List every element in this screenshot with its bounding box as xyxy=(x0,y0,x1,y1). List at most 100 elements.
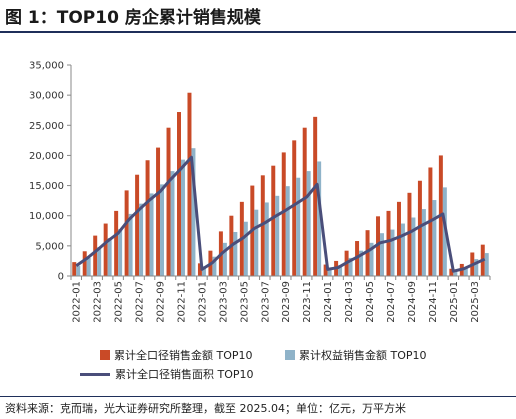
bar-full-amount xyxy=(82,251,87,276)
bar-equity-amount xyxy=(421,209,426,276)
x-tick-label: 2023-09 xyxy=(281,281,292,323)
x-tick-label: 2023-05 xyxy=(239,281,250,323)
bar-full-amount xyxy=(145,160,150,276)
legend-item-area-line: 累计全口径销售面积 TOP10 xyxy=(80,366,254,382)
x-tick-label: 2022-03 xyxy=(93,281,104,323)
x-tick-label: 2022-01 xyxy=(72,281,83,323)
bar-equity-amount xyxy=(348,257,353,276)
bar-equity-amount xyxy=(139,203,144,276)
x-tick-label: 2023-07 xyxy=(260,281,271,323)
x-tick-label: 2023-03 xyxy=(218,281,229,323)
x-tick-label: 2024-03 xyxy=(344,281,355,323)
bar-equity-amount xyxy=(484,253,489,276)
y-tick-label: 15,000 xyxy=(29,181,64,192)
bar-full-amount xyxy=(72,262,77,276)
bar-full-amount xyxy=(114,210,119,276)
y-tick-label: 20,000 xyxy=(29,151,64,162)
bar-equity-amount xyxy=(254,209,259,276)
area-line xyxy=(75,155,486,273)
bar-equity-amount xyxy=(432,200,437,276)
x-tick-label: 2024-11 xyxy=(428,281,439,323)
bar-equity-amount xyxy=(160,184,165,276)
x-tick-label: 2024-01 xyxy=(323,281,334,323)
y-tick-label: 0 xyxy=(58,272,64,283)
bar-full-amount xyxy=(396,201,401,276)
y-tick-label: 5,000 xyxy=(35,241,64,252)
bar-full-amount xyxy=(281,152,286,276)
bar-full-amount xyxy=(386,210,391,276)
bar-full-amount xyxy=(313,116,318,276)
x-tick-label: 2022-09 xyxy=(156,281,167,323)
bar-equity-amount xyxy=(400,223,405,276)
bar-equity-amount xyxy=(338,265,343,276)
source-note: 资料来源：克而瑞，光大证券研究所整理，截至 2025.04；单位：亿元，万平方米 xyxy=(5,402,406,415)
bar-equity-amount xyxy=(97,247,102,276)
bar-full-amount xyxy=(187,92,192,276)
page-title: 图 1：TOP10 房企累计销售规模 xyxy=(5,8,261,28)
x-tick-label: 2022-11 xyxy=(176,281,187,323)
bar-equity-amount xyxy=(212,256,217,276)
bar-full-amount xyxy=(177,112,181,277)
bar-equity-amount xyxy=(390,229,395,276)
title-bar: 图 1：TOP10 房企累计销售规模 xyxy=(0,0,516,30)
bar-equity-amount xyxy=(243,221,248,276)
bar-equity-amount xyxy=(170,171,175,276)
x-tick-label: 2025-03 xyxy=(470,281,481,323)
y-tick-label: 35,000 xyxy=(29,61,64,72)
bar-equity-amount xyxy=(463,267,468,276)
legend-swatch-full-amount xyxy=(100,350,110,360)
legend-swatch-area-line xyxy=(80,372,110,376)
x-tick-label: 2022-05 xyxy=(114,281,125,323)
bar-equity-amount xyxy=(191,148,196,276)
legend-label-full-amount: 累计全口径销售金额 TOP10 xyxy=(114,349,253,362)
x-tick-label: 2023-11 xyxy=(302,281,313,323)
bar-equity-amount xyxy=(107,238,112,276)
bar-full-amount xyxy=(365,230,370,276)
x-axis: 2022-01 2022-03 2022-05 2022-07 2022-09 2022-… xyxy=(70,275,491,323)
bar-equity-amount xyxy=(222,242,227,276)
x-tick-label: 2023-01 xyxy=(197,281,208,323)
legend-swatch-equity-amount xyxy=(285,350,295,360)
bar-full-amount xyxy=(93,235,98,276)
x-tick-label: 2022-07 xyxy=(135,281,146,323)
bar-full-amount xyxy=(292,140,297,276)
x-tick-label: 2024-09 xyxy=(407,281,418,323)
y-tick-label: 10,000 xyxy=(29,211,64,222)
bar-equity-amount xyxy=(380,233,384,276)
legend-item-equity-amount: 累计权益销售金额 TOP10 xyxy=(285,347,427,363)
bar-equity-amount xyxy=(180,159,185,276)
bar-full-amount xyxy=(156,147,161,276)
legend-label-area-line: 累计全口径销售面积 TOP10 xyxy=(115,368,254,381)
chart: 0 5,000 10,000 15,000 20,000 25,000 30,000 35,0… xyxy=(29,61,491,323)
y-axis: 0 5,000 10,000 15,000 20,000 25,000 30,000 35,0… xyxy=(29,61,72,283)
bar-equity-amount xyxy=(128,213,133,276)
y-tick-label: 30,000 xyxy=(29,91,64,102)
bar-equity-amount xyxy=(285,186,290,276)
bar-full-amount xyxy=(417,180,422,276)
bar-equity-amount xyxy=(76,265,81,276)
bar-equity-amount xyxy=(411,217,416,276)
bar-full-amount xyxy=(376,216,381,276)
bar-full-amount xyxy=(103,223,108,276)
bar-equity-amount xyxy=(306,171,311,276)
series-equity-amount xyxy=(76,148,489,276)
bar-equity-amount xyxy=(453,270,458,276)
y-tick-label: 25,000 xyxy=(29,121,64,132)
source-divider xyxy=(0,396,516,397)
bar-equity-amount xyxy=(264,202,269,276)
bar-equity-amount xyxy=(359,250,364,276)
bar-equity-amount xyxy=(118,228,123,276)
bar-equity-amount xyxy=(369,242,374,276)
series-area-line xyxy=(75,155,486,273)
bar-equity-amount xyxy=(474,259,479,276)
x-tick-label: 2024-07 xyxy=(386,281,397,323)
legend-item-full-amount: 累计全口径销售金额 TOP10 xyxy=(100,347,253,363)
bar-equity-amount xyxy=(201,266,206,276)
bar-equity-amount xyxy=(149,193,154,276)
bar-equity-amount xyxy=(296,177,301,276)
title-divider xyxy=(0,31,516,33)
bar-full-amount xyxy=(407,192,412,276)
bar-full-amount xyxy=(271,165,276,276)
legend-label-equity-amount: 累计权益销售金额 TOP10 xyxy=(299,349,427,362)
bar-equity-amount xyxy=(233,231,238,276)
